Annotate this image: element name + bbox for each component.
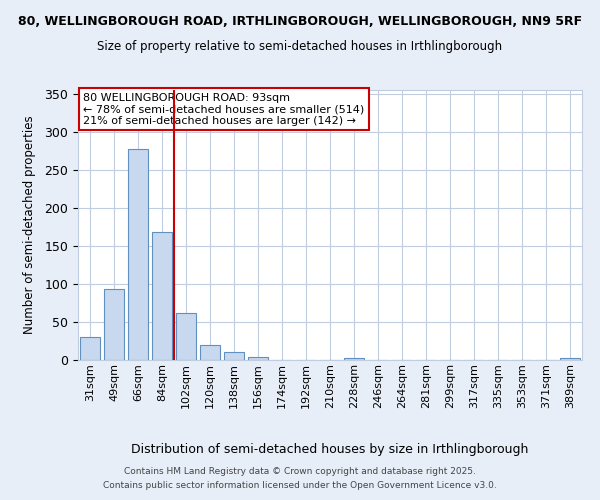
Bar <box>152 232 172 360</box>
Y-axis label: Number of semi-detached properties: Number of semi-detached properties <box>23 116 36 334</box>
Text: Distribution of semi-detached houses by size in Irthlingborough: Distribution of semi-detached houses by … <box>131 442 529 456</box>
Text: Contains public sector information licensed under the Open Government Licence v3: Contains public sector information licen… <box>103 481 497 490</box>
Bar <box>104 290 124 360</box>
Bar <box>200 345 220 360</box>
Bar <box>560 358 580 360</box>
Bar <box>248 357 268 360</box>
Text: Size of property relative to semi-detached houses in Irthlingborough: Size of property relative to semi-detach… <box>97 40 503 53</box>
Text: 80, WELLINGBOROUGH ROAD, IRTHLINGBOROUGH, WELLINGBOROUGH, NN9 5RF: 80, WELLINGBOROUGH ROAD, IRTHLINGBOROUGH… <box>18 15 582 28</box>
Text: Contains HM Land Registry data © Crown copyright and database right 2025.: Contains HM Land Registry data © Crown c… <box>124 468 476 476</box>
Bar <box>224 352 244 360</box>
Bar <box>344 358 364 360</box>
Bar <box>80 337 100 360</box>
Text: 80 WELLINGBOROUGH ROAD: 93sqm
← 78% of semi-detached houses are smaller (514)
21: 80 WELLINGBOROUGH ROAD: 93sqm ← 78% of s… <box>83 92 364 126</box>
Bar <box>128 148 148 360</box>
Bar <box>176 313 196 360</box>
